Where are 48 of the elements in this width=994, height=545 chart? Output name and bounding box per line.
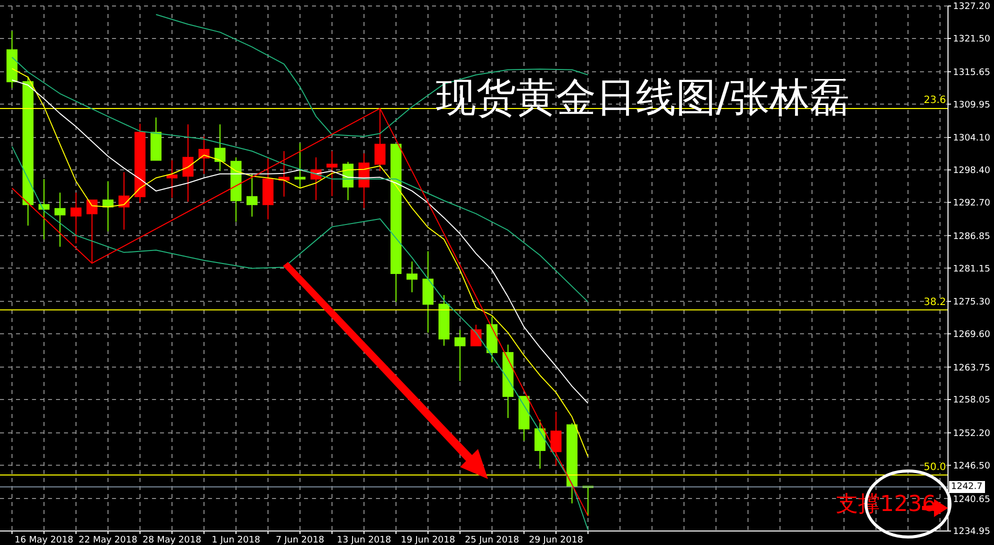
x-tick-label: 25 Jun 2018: [464, 535, 520, 545]
candlestick: [70, 192, 82, 244]
y-tick-label: 1321.50: [953, 34, 990, 45]
annotation: 23.6: [924, 95, 946, 106]
y-tick-label: 1263.75: [953, 363, 990, 374]
annotation: 50.0: [924, 462, 946, 473]
ref-line-label: 1242.7: [949, 480, 984, 493]
y-tick-label: 1258.05: [953, 396, 990, 406]
x-tick-label: 1 Jun 2018: [212, 535, 260, 545]
candlestick: [54, 192, 66, 248]
y-tick-label: 1315.65: [953, 68, 990, 78]
x-tick-label: 22 May 2018: [78, 535, 138, 545]
candlestick: [534, 419, 546, 470]
candlestick: [454, 329, 466, 382]
x-tick-label: 29 Jun 2018: [528, 535, 584, 545]
x-tick-label: 13 Jun 2018: [336, 535, 392, 545]
candlestick: [118, 172, 130, 230]
candlestick: [102, 180, 114, 232]
candlestick: [470, 324, 482, 346]
candlestick: [166, 160, 178, 198]
x-tick-label: 28 May 2018: [142, 535, 202, 545]
y-tick-label: 1252.20: [953, 429, 990, 440]
candlestick: [326, 150, 338, 197]
candlestick: [550, 411, 562, 466]
y-tick-label: 1275.30: [953, 298, 990, 308]
candlestick: [86, 200, 98, 264]
y-tick-label: 1246.50: [953, 461, 990, 472]
x-tick-label: 19 Jun 2018: [400, 535, 456, 545]
candlestick: [38, 178, 50, 240]
y-tick-label: 1298.40: [953, 166, 990, 176]
y-tick-label: 1281.15: [953, 264, 990, 274]
y-tick-label: 1327.20: [953, 2, 990, 12]
y-tick-label: 1309.95: [953, 100, 990, 110]
candlestick: [182, 124, 194, 202]
candlestick: [246, 172, 258, 218]
candlestick: [198, 136, 210, 174]
x-tick-label: 16 May 2018: [14, 535, 74, 545]
y-tick-label: 1292.70: [953, 198, 990, 209]
y-tick-label: 1286.85: [953, 232, 990, 242]
y-tick-label: 1240.65: [953, 494, 990, 505]
x-tick-label: 7 Jun 2018: [276, 535, 324, 545]
candlestick: [214, 124, 226, 172]
annotation: 38.2: [924, 296, 946, 308]
y-tick-label: 1269.60: [953, 330, 990, 340]
y-tick-label: 1234.95: [953, 527, 990, 538]
candlestick: [294, 142, 306, 189]
candlestick: [406, 261, 418, 293]
y-tick-label: 1304.10: [953, 134, 990, 144]
